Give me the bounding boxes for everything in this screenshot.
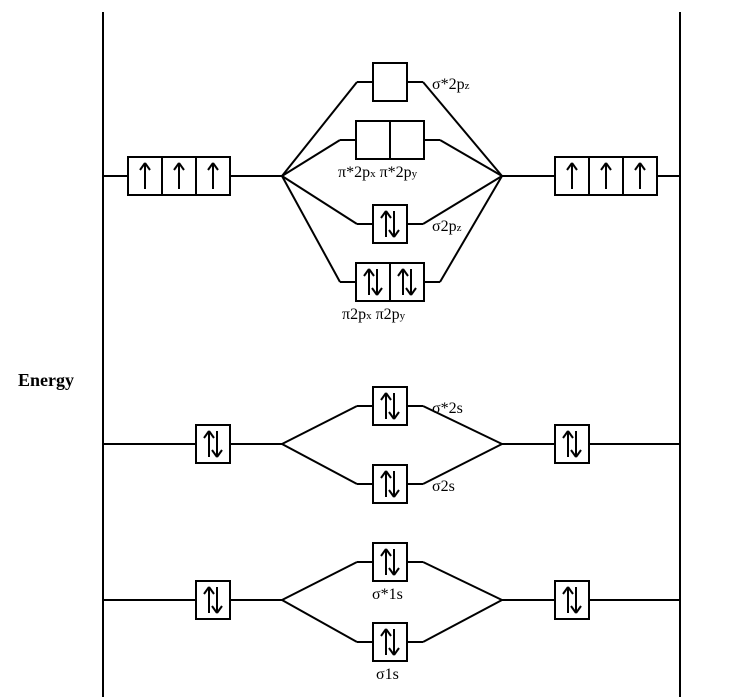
mo-label-pi_2p: π2px π2py — [342, 306, 405, 324]
mo-label-pi_star_2p: π*2px π*2py — [338, 164, 417, 182]
mo-label-sigma_2s: σ2s — [432, 478, 455, 496]
mo-label-sigma_star_1s: σ*1s — [372, 586, 403, 604]
energy-axis-label: Energy — [18, 370, 74, 391]
mo-label-sigma_2pz: σ2pz — [432, 218, 462, 236]
mo-label-sigma_1s: σ1s — [376, 666, 399, 684]
diagram-svg — [0, 0, 733, 697]
mo-diagram: { "diagram": { "type": "molecular-orbita… — [0, 0, 733, 697]
mo-label-sigma_star_2s: σ*2s — [432, 400, 463, 418]
mo-label-sigma_star_2pz: σ*2pz — [432, 76, 470, 94]
